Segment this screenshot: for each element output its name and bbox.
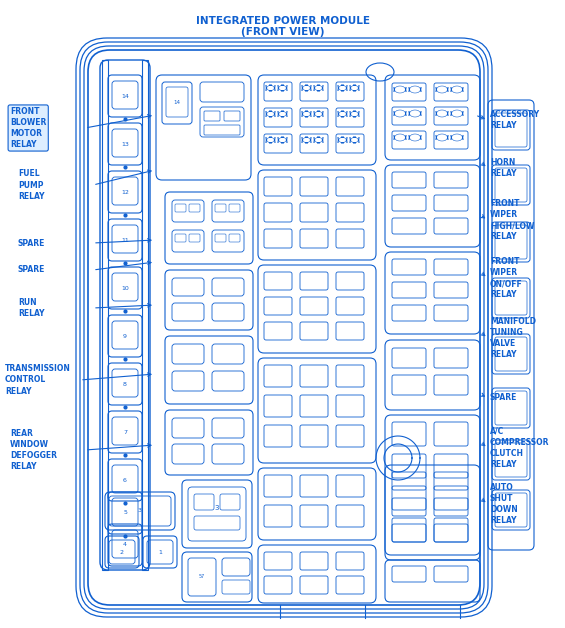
- Text: A/C
COMPRESSOR
CLUTCH
RELAY: A/C COMPRESSOR CLUTCH RELAY: [490, 427, 550, 469]
- Text: 7: 7: [123, 430, 127, 435]
- Text: RUN
RELAY: RUN RELAY: [18, 298, 45, 318]
- Text: 3: 3: [138, 509, 142, 514]
- Text: TRANSMISSION
CONTROL
RELAY: TRANSMISSION CONTROL RELAY: [5, 364, 71, 396]
- Text: 6: 6: [123, 477, 127, 482]
- Text: 11: 11: [121, 237, 129, 242]
- Text: 10: 10: [121, 286, 129, 291]
- Text: 1: 1: [158, 550, 162, 555]
- Text: 13: 13: [121, 141, 129, 146]
- Text: MANIFOLD
TUNING
VALVE
RELAY: MANIFOLD TUNING VALVE RELAY: [490, 317, 536, 359]
- Text: INTEGRATED POWER MODULE: INTEGRATED POWER MODULE: [196, 16, 370, 26]
- Text: SPARE: SPARE: [490, 394, 518, 403]
- Text: 57: 57: [199, 575, 205, 580]
- Text: AUTO
SHUT
DOWN
RELAY: AUTO SHUT DOWN RELAY: [490, 483, 518, 525]
- Text: REAR
WINDOW
DEFOGGER
RELAY: REAR WINDOW DEFOGGER RELAY: [10, 429, 57, 471]
- Text: 14: 14: [173, 100, 180, 106]
- Text: SPARE: SPARE: [18, 239, 45, 247]
- Text: 12: 12: [121, 190, 129, 195]
- Text: ACCESSORY
RELAY: ACCESSORY RELAY: [490, 110, 540, 130]
- Text: FUEL
PUMP
RELAY: FUEL PUMP RELAY: [18, 170, 45, 200]
- Bar: [102, 60, 108, 570]
- Text: 2: 2: [120, 550, 124, 555]
- Bar: [142, 60, 148, 570]
- Text: SPARE: SPARE: [18, 266, 45, 274]
- Text: 9: 9: [123, 333, 127, 338]
- Text: 4: 4: [123, 543, 127, 548]
- Text: FRONT
WIPER
ON/OFF
RELAY: FRONT WIPER ON/OFF RELAY: [490, 257, 523, 299]
- Text: HORN
RELAY: HORN RELAY: [490, 158, 516, 178]
- Text: (FRONT VIEW): (FRONT VIEW): [241, 27, 325, 37]
- Text: 14: 14: [121, 94, 129, 99]
- Text: 3: 3: [215, 505, 219, 511]
- Text: 5: 5: [123, 511, 127, 516]
- Text: 8: 8: [123, 381, 127, 386]
- Text: FRONT
BLOWER
MOTOR
RELAY: FRONT BLOWER MOTOR RELAY: [10, 107, 46, 149]
- Text: FRONT
WIPER
HIGH/LOW
RELAY: FRONT WIPER HIGH/LOW RELAY: [490, 199, 534, 241]
